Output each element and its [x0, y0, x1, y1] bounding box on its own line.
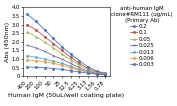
- 0.006: [35, 60, 37, 61]
- 0.025: [52, 55, 55, 56]
- 0.2: [87, 66, 89, 68]
- 0.2: [52, 38, 55, 39]
- 0.025: [70, 63, 72, 64]
- 0.013: [87, 71, 89, 73]
- 0.1: [104, 73, 107, 74]
- 0.1: [52, 43, 55, 44]
- 0.006: [96, 73, 98, 75]
- 0.003: [61, 69, 63, 70]
- 0.013: [96, 73, 98, 75]
- 0.003: [96, 74, 98, 75]
- Legend: 0.2, 0.1, 0.05, 0.025, 0.013, 0.006, 0.003: 0.2, 0.1, 0.05, 0.025, 0.013, 0.006, 0.0…: [112, 6, 173, 67]
- 0.05: [104, 74, 107, 75]
- 0.2: [26, 14, 28, 15]
- 0.003: [70, 70, 72, 71]
- 0.05: [78, 64, 80, 66]
- 0.2: [70, 53, 72, 55]
- 0.013: [70, 66, 72, 67]
- 0.013: [78, 69, 80, 70]
- Line: 0.006: 0.006: [26, 59, 106, 76]
- Line: 0.025: 0.025: [26, 44, 106, 76]
- 0.2: [44, 29, 46, 30]
- 0.2: [61, 46, 63, 48]
- 0.025: [26, 45, 28, 46]
- 0.2: [78, 60, 80, 61]
- 0.006: [26, 59, 28, 61]
- 0.013: [61, 63, 63, 64]
- 0.1: [78, 63, 80, 64]
- 0.013: [26, 55, 28, 56]
- 0.05: [61, 53, 63, 55]
- 0.1: [61, 50, 63, 51]
- 0.2: [104, 73, 107, 74]
- 0.006: [52, 63, 55, 64]
- Y-axis label: Abs (450nm): Abs (450nm): [5, 22, 10, 62]
- 0.025: [61, 59, 63, 60]
- 0.05: [35, 36, 37, 37]
- 0.006: [70, 67, 72, 68]
- 0.05: [87, 69, 89, 70]
- X-axis label: Human IgM (50uL/well coating plate): Human IgM (50uL/well coating plate): [8, 93, 124, 98]
- Line: 0.003: 0.003: [26, 66, 106, 76]
- 0.05: [70, 59, 72, 61]
- 0.006: [104, 74, 107, 76]
- 0.003: [44, 67, 46, 68]
- 0.1: [70, 57, 72, 58]
- 0.013: [35, 57, 37, 58]
- Line: 0.05: 0.05: [26, 31, 106, 75]
- 0.05: [44, 41, 46, 43]
- 0.1: [35, 29, 37, 30]
- 0.006: [87, 72, 89, 73]
- 0.006: [44, 61, 46, 62]
- 0.05: [26, 31, 28, 32]
- 0.006: [61, 64, 63, 66]
- 0.003: [87, 73, 89, 74]
- 0.013: [52, 61, 55, 62]
- 0.025: [78, 67, 80, 68]
- 0.025: [87, 70, 89, 72]
- 0.025: [44, 51, 46, 52]
- Line: 0.1: 0.1: [26, 24, 106, 75]
- Line: 0.2: 0.2: [26, 13, 106, 74]
- 0.2: [35, 21, 37, 22]
- 0.006: [78, 70, 80, 71]
- 0.1: [44, 36, 46, 37]
- 0.025: [104, 74, 107, 75]
- 0.05: [96, 72, 98, 74]
- 0.05: [52, 47, 55, 49]
- 0.003: [78, 71, 80, 73]
- 0.013: [44, 59, 46, 60]
- 0.025: [96, 73, 98, 74]
- 0.2: [96, 70, 98, 72]
- 0.1: [87, 68, 89, 69]
- 0.003: [52, 68, 55, 69]
- 0.003: [26, 66, 28, 68]
- 0.1: [26, 24, 28, 25]
- 0.013: [104, 74, 107, 75]
- 0.003: [35, 67, 37, 68]
- Line: 0.013: 0.013: [26, 55, 106, 76]
- 0.003: [104, 74, 107, 76]
- 0.025: [35, 47, 37, 49]
- 0.1: [96, 71, 98, 73]
